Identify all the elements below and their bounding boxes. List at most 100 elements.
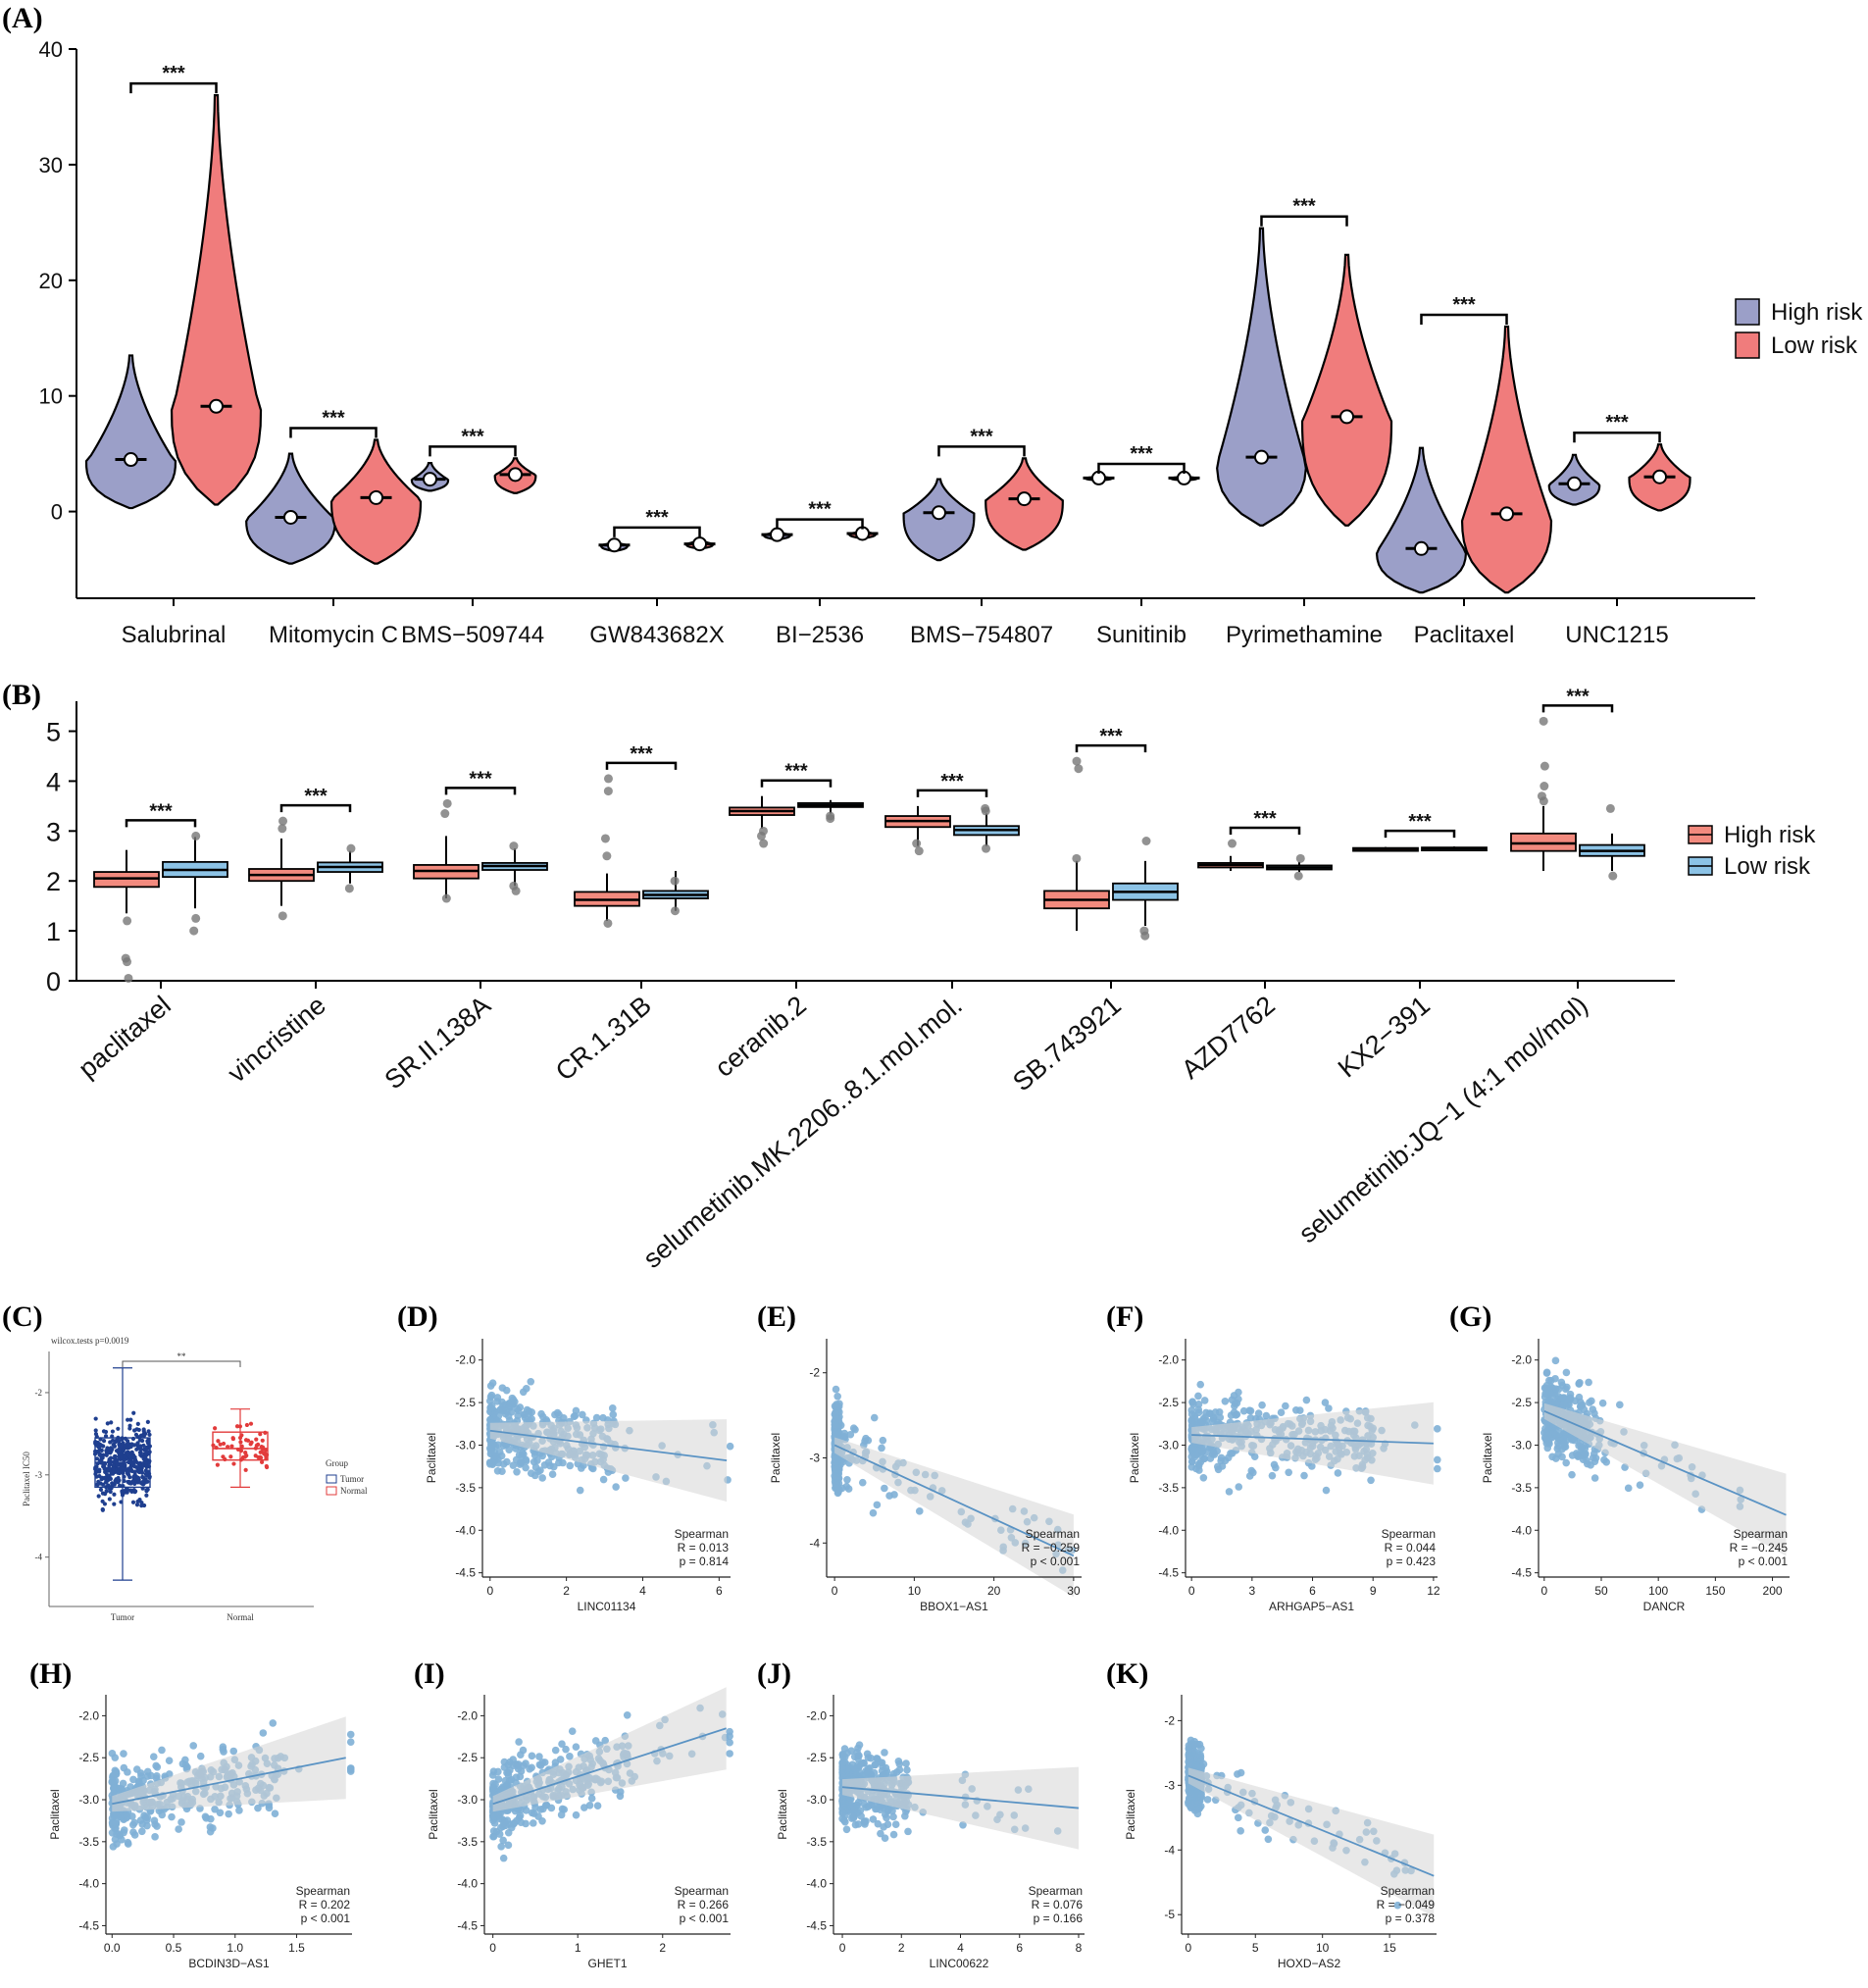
panel-label-a: (A) [2, 2, 43, 34]
jitter-point [258, 1454, 263, 1459]
scatter-point [860, 1817, 869, 1826]
x-tick-label: 0 [1188, 1584, 1195, 1598]
confidence-band [1191, 1402, 1434, 1485]
scatter-point [521, 1413, 530, 1422]
jitter-point [244, 1422, 250, 1428]
x-tick-label: KX2−391 [1333, 991, 1436, 1084]
stat-method: Spearman [1381, 1884, 1435, 1898]
x-tick-label: 0.0 [104, 1941, 121, 1955]
scatter-point [1325, 1404, 1333, 1412]
y-tick-label: 0 [46, 967, 61, 996]
x-tick-label: 50 [1594, 1584, 1608, 1598]
y-tick-label: -4.0 [1511, 1523, 1532, 1537]
scatter-point [1367, 1476, 1375, 1485]
y-axis-label: Paclitaxel [1124, 1789, 1137, 1839]
stat-r: R = 0.013 [678, 1541, 730, 1555]
jitter-point [108, 1489, 113, 1495]
y-tick-label: -3.5 [457, 1835, 478, 1849]
box-outlier [1072, 756, 1082, 766]
y-tick-label: -2 [1164, 1713, 1175, 1727]
x-tick-label: 0 [1540, 1584, 1547, 1598]
significance-stars: *** [1452, 294, 1476, 316]
stat-method: Spearman [1026, 1527, 1080, 1541]
scatter-point [1562, 1368, 1571, 1377]
box-outlier [191, 831, 201, 841]
jitter-point [138, 1433, 144, 1438]
scatter-point [1393, 1901, 1402, 1910]
scatter-point [599, 1475, 608, 1484]
scatter-point [1239, 1406, 1248, 1415]
scatter-point [579, 1410, 586, 1419]
scatter-point [490, 1819, 499, 1827]
stat-method: Spearman [1382, 1527, 1436, 1541]
x-tick-label: AZD7762 [1176, 991, 1281, 1085]
confidence-band [842, 1766, 1079, 1850]
stat-r: R = 0.202 [299, 1898, 351, 1912]
scatter-point [1558, 1394, 1566, 1402]
jitter-point [108, 1476, 113, 1481]
stat-p: p = 0.814 [680, 1555, 730, 1568]
jitter-point [98, 1487, 104, 1493]
panel-a-violin-chart: 0 10 20 30 40 Salubrinal *** Mitomycin C *** BMS−… [39, 37, 1864, 648]
violin-median-point [508, 467, 524, 483]
scatter-point [849, 1424, 858, 1433]
scatter-point [1322, 1486, 1331, 1495]
jitter-point [108, 1448, 113, 1453]
y-tick-label: -2.5 [806, 1751, 827, 1764]
y-tick-label: -2.5 [1158, 1396, 1179, 1409]
scatter-point [487, 1441, 496, 1450]
jitter-point [239, 1444, 244, 1449]
scatter-point [139, 1776, 147, 1785]
y-tick-label: -3 [809, 1452, 820, 1465]
y-tick-label: -2.0 [78, 1708, 99, 1722]
box-outlier [670, 876, 680, 886]
scatter-point [526, 1764, 533, 1773]
x-tick-label: 0 [1185, 1941, 1191, 1955]
panel-label-f: (F) [1106, 1300, 1143, 1333]
jitter-point [135, 1421, 140, 1426]
jitter-point [123, 1462, 127, 1467]
scatter-point [888, 1807, 896, 1815]
scatter-point [485, 1459, 494, 1468]
scatter-point [1321, 1399, 1330, 1406]
x-tick-label: Pyrimethamine [1226, 622, 1383, 648]
scatter-point [608, 1404, 617, 1412]
jitter-point [107, 1497, 112, 1502]
scatter-point [1233, 1399, 1241, 1407]
scatter-point [879, 1436, 887, 1445]
scatter-point [593, 1802, 602, 1810]
scatter-point [132, 1765, 141, 1773]
box-outlier [1539, 716, 1548, 726]
box-outlier [123, 916, 132, 926]
significance-bracket [1573, 431, 1661, 443]
y-tick-label: -4.5 [78, 1918, 99, 1932]
jitter-point [103, 1429, 109, 1435]
scatter-point [1291, 1405, 1300, 1414]
scatter-point [517, 1751, 525, 1759]
jitter-point [144, 1450, 149, 1455]
scatter-point [892, 1768, 901, 1776]
jitter-point [115, 1462, 120, 1467]
box-outlier [981, 806, 990, 816]
stat-r: R = −0.049 [1377, 1898, 1436, 1912]
jitter-point [126, 1452, 130, 1457]
y-tick-label: -2.0 [806, 1708, 827, 1722]
y-tick-label: -2 [35, 1388, 43, 1398]
scatter-point [1433, 1464, 1441, 1473]
scatter-point [858, 1478, 867, 1487]
scatter-point [486, 1382, 495, 1390]
scatter-point [138, 1827, 146, 1836]
scatter-point [585, 1802, 594, 1810]
scatter-point [622, 1474, 630, 1482]
x-axis-label: BBOX1−AS1 [920, 1600, 988, 1613]
jitter-point [113, 1454, 118, 1459]
scatter-point [889, 1812, 897, 1821]
violin-median-point [1017, 491, 1033, 507]
scatter-point [542, 1415, 550, 1424]
y-axis-label: Paclitaxel [1481, 1433, 1494, 1483]
scatter-point [512, 1773, 521, 1782]
significance-stars: *** [1566, 686, 1590, 707]
scatter-point [505, 1776, 514, 1785]
scatter-point [515, 1738, 523, 1746]
